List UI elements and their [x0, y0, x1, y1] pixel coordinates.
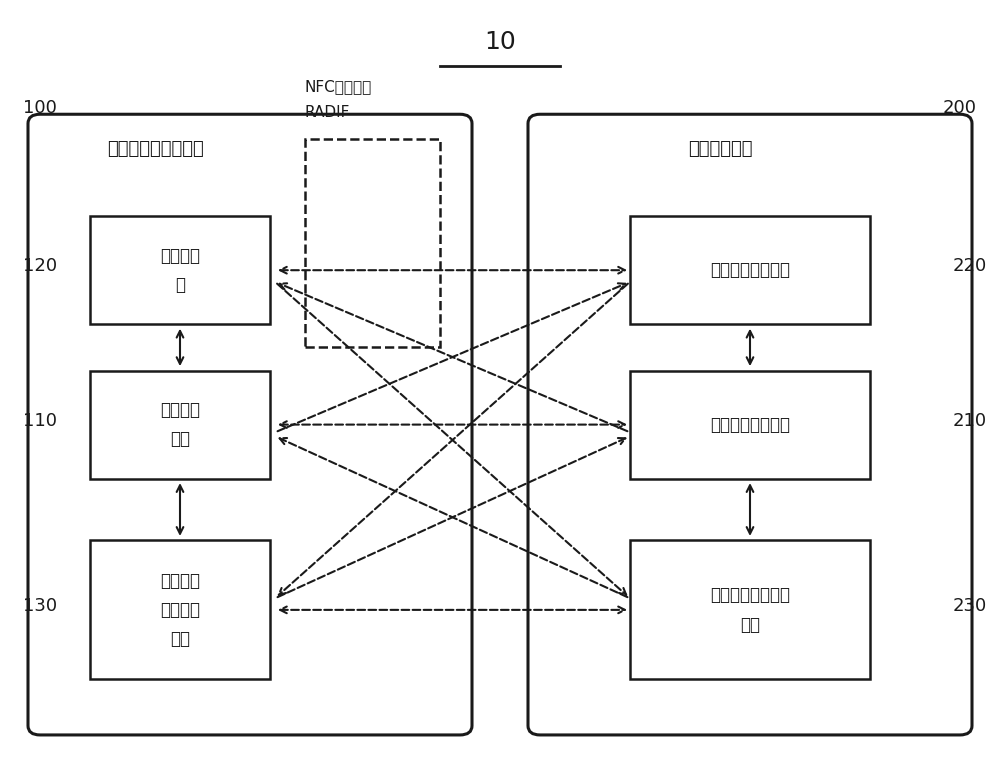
Text: 200: 200 [943, 99, 977, 117]
Text: 生物特征: 生物特征 [160, 571, 200, 590]
Text: 乘客身份识别模块: 乘客身份识别模块 [710, 415, 790, 434]
Text: 身份标识: 身份标识 [160, 401, 200, 419]
Text: 模块: 模块 [170, 430, 190, 449]
Bar [630, 540, 870, 679]
Text: 手腕穿戴式智能设备: 手腕穿戴式智能设备 [107, 141, 203, 158]
Bar [90, 371, 270, 479]
Text: 230: 230 [953, 597, 987, 615]
Text: 100: 100 [23, 99, 57, 117]
Bar [305, 139, 440, 347]
Text: 动作传感: 动作传感 [160, 246, 200, 265]
Text: 130: 130 [23, 597, 57, 615]
Text: RADIF: RADIF [305, 105, 350, 120]
Text: 乘客身体状况检测: 乘客身体状况检测 [710, 586, 790, 604]
Bar [630, 216, 870, 324]
Bar [630, 371, 870, 479]
Text: 210: 210 [953, 411, 987, 430]
FancyBboxPatch shape [528, 114, 972, 735]
Bar [90, 216, 270, 324]
Text: 120: 120 [23, 257, 57, 276]
FancyBboxPatch shape [28, 114, 472, 735]
Text: 器: 器 [175, 276, 185, 294]
Text: 模块: 模块 [740, 615, 760, 634]
Text: 10: 10 [484, 30, 516, 54]
Text: 模块: 模块 [170, 630, 190, 648]
Bar [90, 540, 270, 679]
Text: 110: 110 [23, 411, 57, 430]
Text: 呼梯操作识别模块: 呼梯操作识别模块 [710, 261, 790, 279]
Text: 电梯控制装置: 电梯控制装置 [688, 141, 752, 158]
Text: 信息采集: 信息采集 [160, 601, 200, 619]
Text: 220: 220 [953, 257, 987, 276]
Text: NFC或蓝牙或: NFC或蓝牙或 [305, 80, 372, 94]
